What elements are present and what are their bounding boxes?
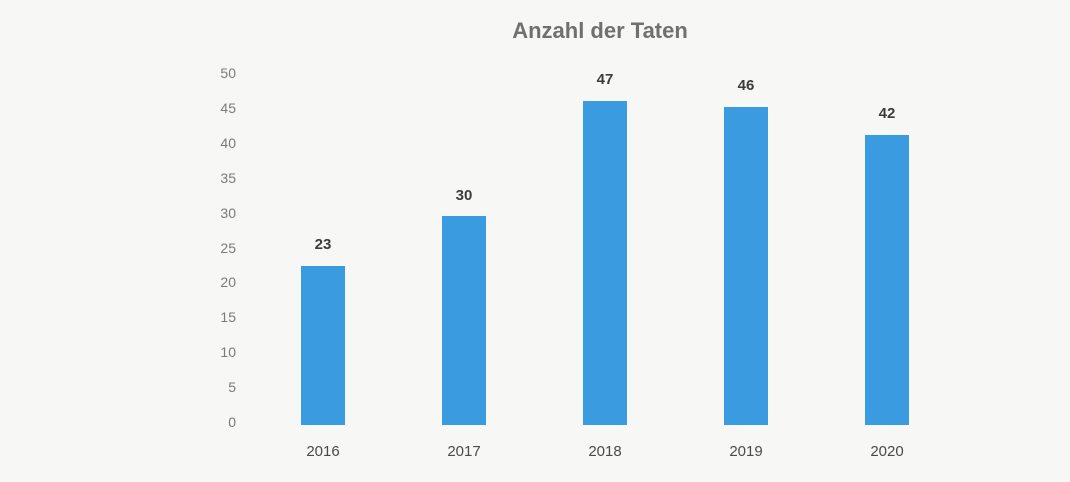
data-label: 46 — [737, 77, 755, 94]
bar-2018 — [583, 101, 627, 425]
data-label: 42 — [878, 105, 896, 122]
y-tick: 15 — [220, 309, 236, 325]
data-label: 30 — [455, 187, 473, 204]
y-tick: 20 — [220, 274, 236, 290]
y-tick: 40 — [220, 135, 236, 151]
x-tick-label: 2019 — [729, 443, 763, 460]
y-tick: 5 — [228, 379, 236, 395]
x-tick-label: 2020 — [870, 443, 904, 460]
bar-2017 — [442, 216, 486, 425]
y-tick: 30 — [220, 205, 236, 221]
chart-title: Anzahl der Taten — [512, 18, 688, 43]
x-tick-label: 2017 — [447, 443, 481, 460]
y-tick: 10 — [220, 344, 236, 360]
x-tick-label: 2018 — [588, 443, 622, 460]
bar-2020 — [865, 135, 909, 425]
bar-2019 — [724, 107, 768, 425]
x-tick-label: 2016 — [306, 443, 340, 460]
bar-2016 — [301, 266, 345, 425]
y-tick: 35 — [220, 170, 236, 186]
y-tick: 50 — [220, 65, 236, 81]
data-label: 23 — [314, 236, 332, 253]
y-tick: 0 — [228, 414, 236, 430]
data-label: 47 — [596, 71, 614, 88]
y-tick: 45 — [220, 100, 236, 116]
y-tick: 25 — [220, 240, 236, 256]
